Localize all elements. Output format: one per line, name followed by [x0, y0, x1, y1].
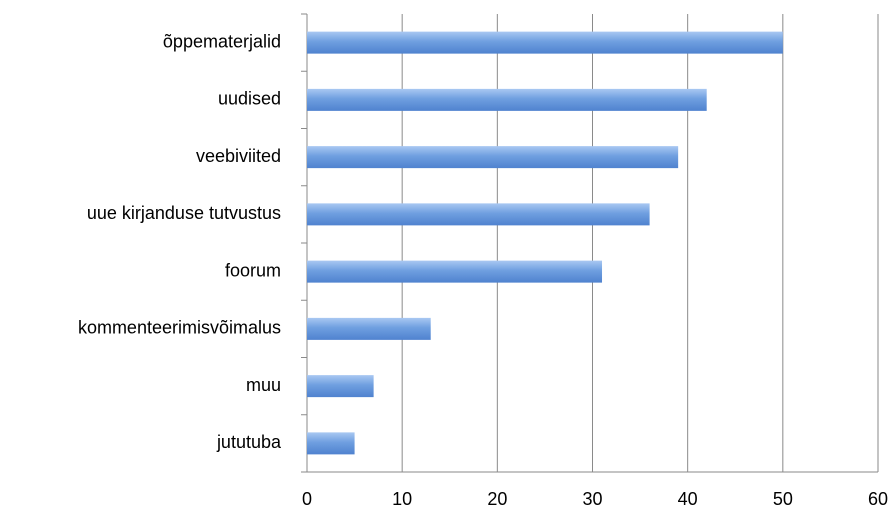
y-tick-label: veebiviited — [196, 146, 281, 166]
y-tick-label: õppematerjalid — [163, 31, 281, 51]
bar — [307, 375, 374, 398]
bar — [307, 146, 679, 169]
bar — [307, 317, 431, 340]
x-tick-label: 0 — [302, 489, 312, 509]
y-tick-label: jututuba — [216, 432, 282, 452]
bar — [307, 88, 707, 111]
x-tick-label: 30 — [582, 489, 602, 509]
bar — [307, 432, 355, 455]
bar — [307, 260, 603, 283]
bar — [307, 203, 650, 226]
x-tick-label: 60 — [868, 489, 888, 509]
y-tick-label: uue kirjanduse tutvustus — [87, 203, 281, 223]
y-tick-label: muu — [246, 375, 281, 395]
x-tick-label: 20 — [487, 489, 507, 509]
y-tick-label: kommenteerimisvõimalus — [78, 318, 281, 338]
x-tick-label: 10 — [392, 489, 412, 509]
x-tick-label: 50 — [773, 489, 793, 509]
bar — [307, 31, 783, 54]
y-tick-label: foorum — [225, 260, 281, 280]
y-tick-label: uudised — [218, 89, 281, 109]
x-tick-label: 40 — [678, 489, 698, 509]
